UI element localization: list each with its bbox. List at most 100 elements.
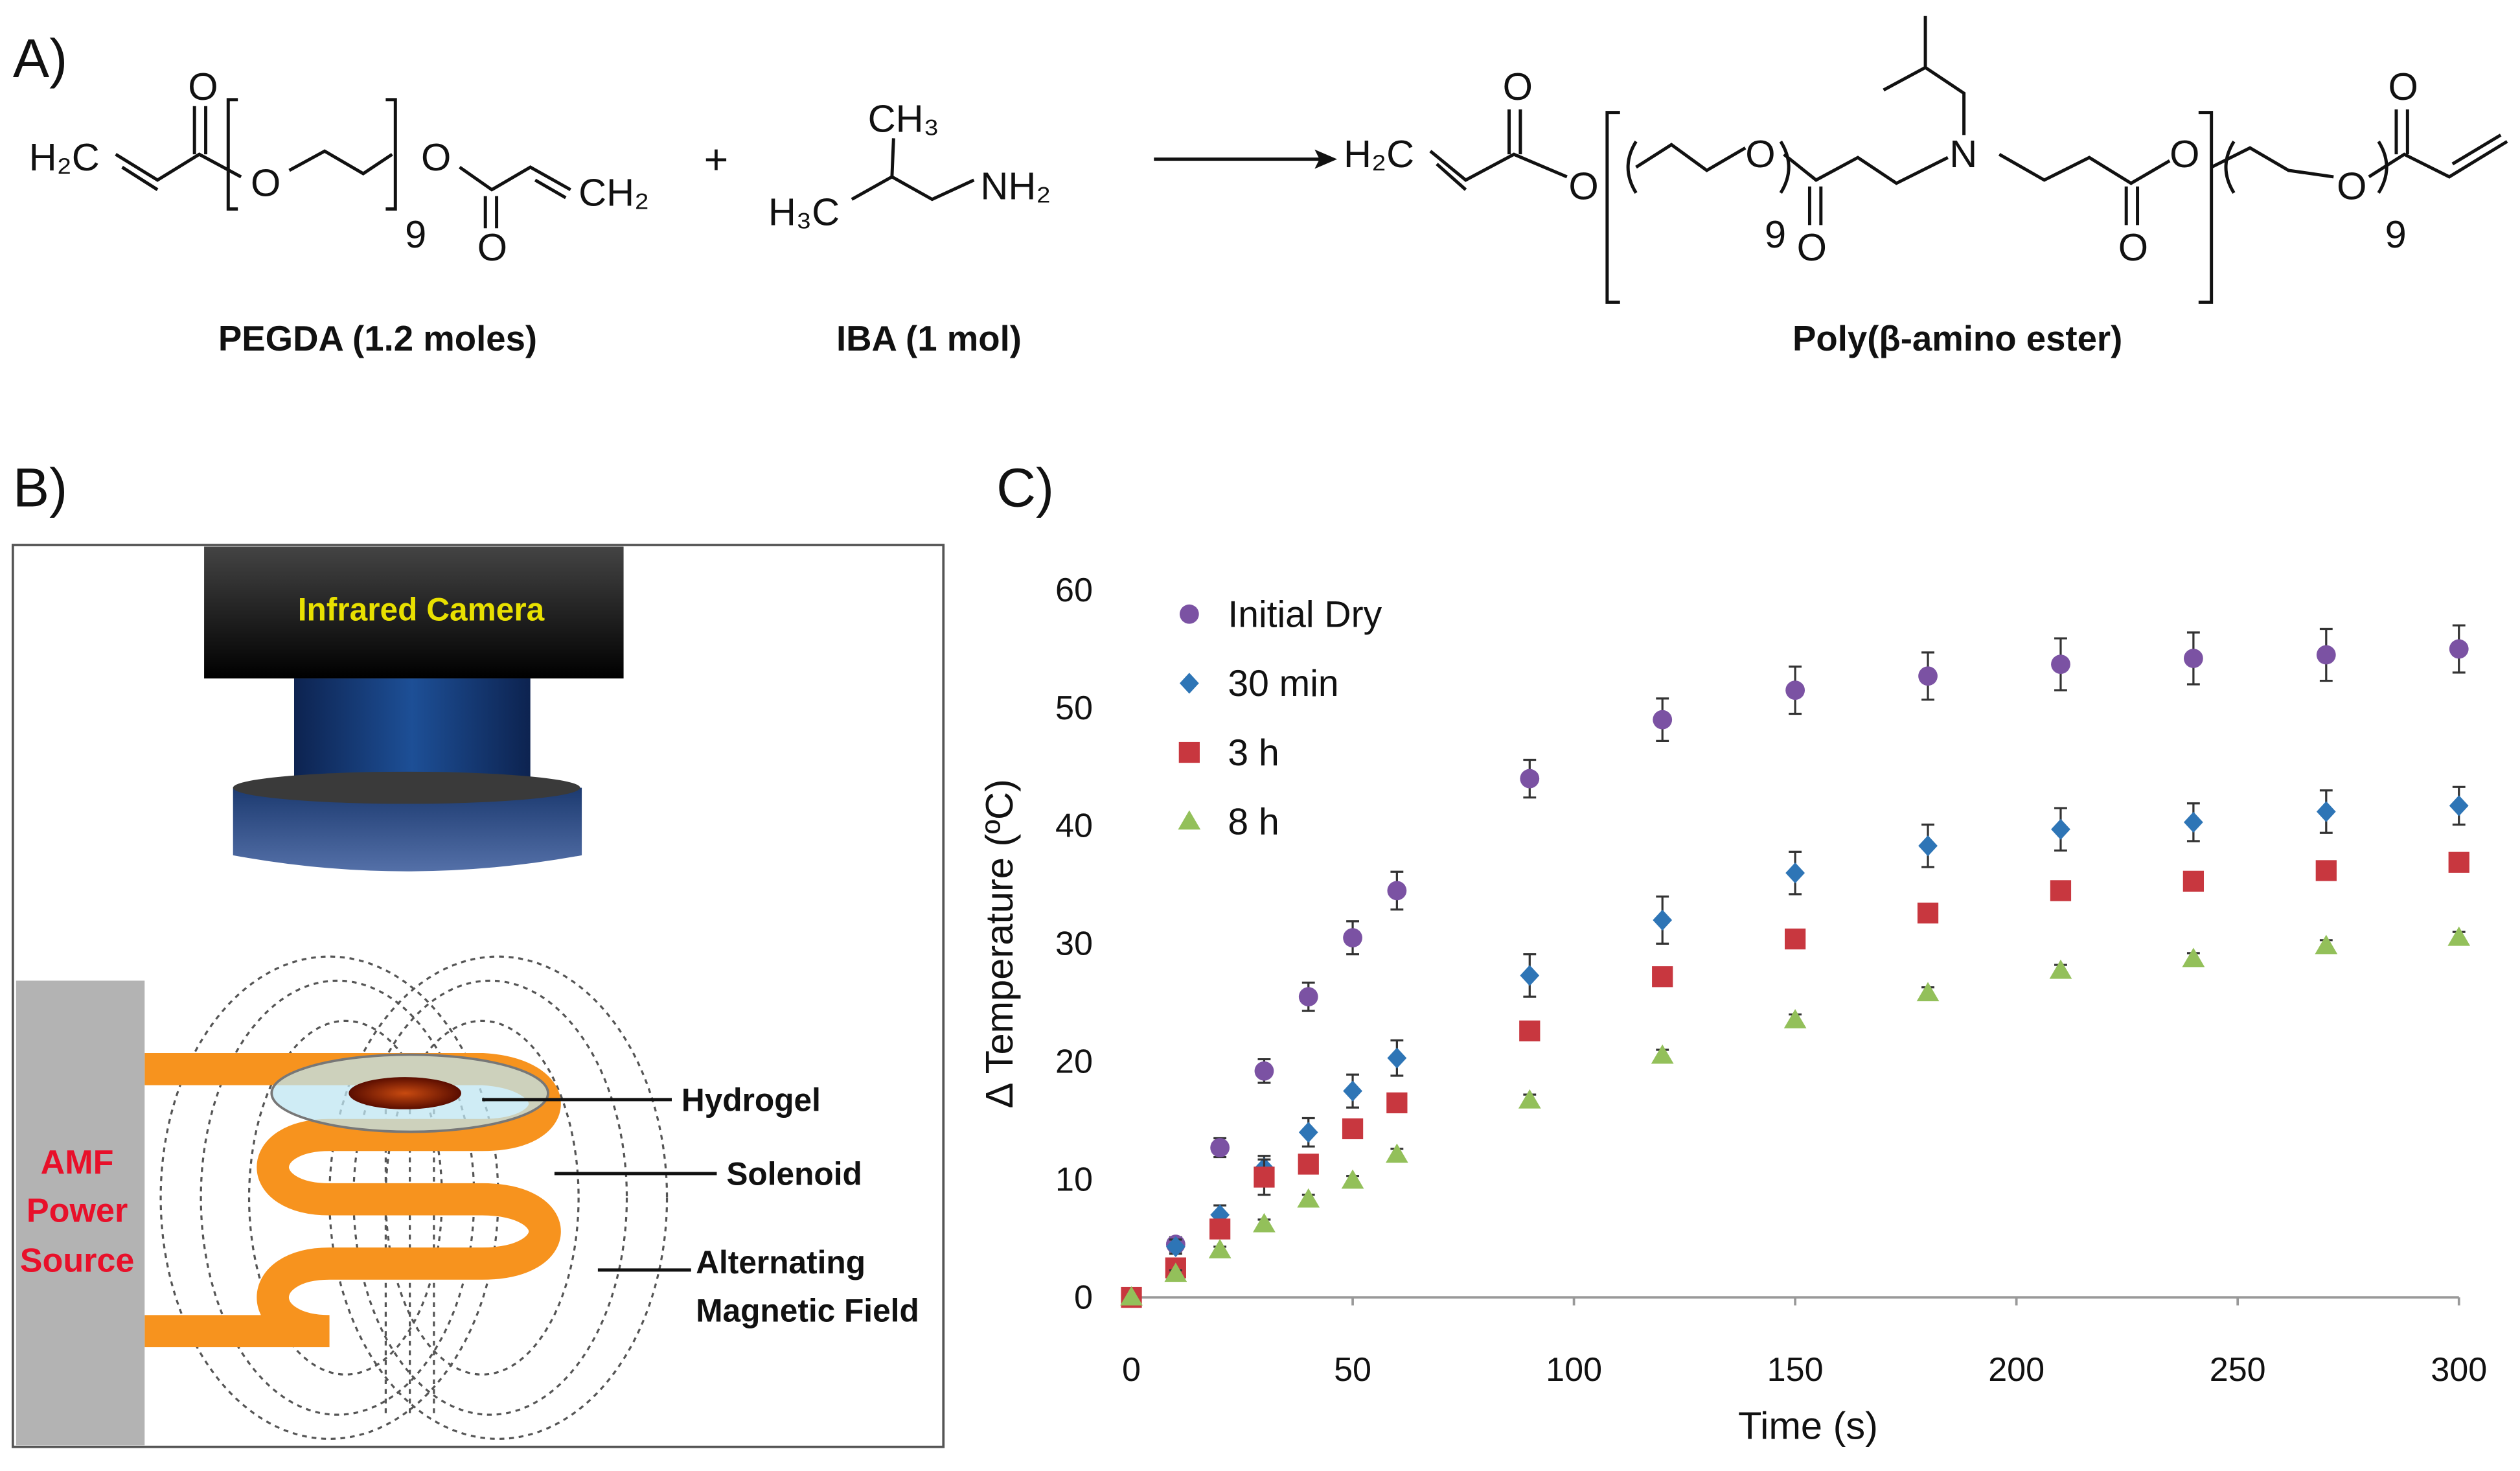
point	[2315, 860, 2337, 881]
point	[2182, 870, 2205, 892]
solenoid-label: Solenoid	[726, 1155, 862, 1192]
point	[1179, 673, 1199, 694]
point	[1298, 1153, 1319, 1175]
atom: CH₂	[578, 171, 649, 214]
legend-label: 8 h	[1228, 802, 1279, 843]
y-tick-label: 50	[1055, 689, 1093, 727]
point	[1785, 862, 1805, 884]
y-tick-label: 20	[1055, 1043, 1093, 1081]
point	[1343, 928, 1362, 948]
point	[1653, 710, 1673, 730]
point	[1210, 1138, 1230, 1157]
point	[1209, 1218, 1231, 1240]
plus: +	[704, 136, 729, 183]
point	[1387, 881, 1407, 901]
x-tick-label: 200	[1988, 1351, 2045, 1389]
point	[2448, 851, 2469, 873]
solenoid	[144, 1052, 561, 1347]
point	[1783, 1009, 1807, 1028]
hydrogel	[349, 1077, 462, 1109]
bonds	[115, 16, 2508, 304]
point	[2449, 795, 2469, 817]
point	[1785, 680, 1805, 701]
point	[1651, 1044, 1674, 1064]
legend-label: 30 min	[1228, 663, 1338, 704]
field-label: Magnetic Field	[696, 1292, 919, 1328]
point	[2449, 639, 2469, 659]
atom: O	[1797, 226, 1827, 269]
point	[2049, 959, 2072, 979]
point	[1178, 810, 1201, 830]
point	[1342, 1118, 1364, 1140]
atom: N	[1949, 132, 1977, 176]
point	[2315, 934, 2338, 955]
point	[1519, 1020, 1541, 1042]
point	[2051, 654, 2070, 674]
atom: O	[421, 135, 451, 179]
point	[1386, 1092, 1408, 1114]
atom: O	[1568, 165, 1598, 208]
y-tick-label: 0	[1074, 1279, 1093, 1316]
point	[1917, 902, 1939, 924]
panel-label: A)	[13, 28, 67, 89]
point	[1298, 987, 1318, 1007]
y-axis-label: Δ Temperature (ºC)	[978, 779, 1021, 1108]
y-tick-label: 40	[1055, 807, 1093, 845]
compound-label: IBA (1 mol)	[836, 319, 1022, 358]
atoms: H₂C O O 9 O O CH₂ CH₃ H₃C NH₂ H₂C O O O …	[29, 65, 2418, 269]
point	[1178, 741, 1200, 763]
chart: Time (s) Δ Temperature (ºC) 0 50 100 150 200…	[978, 572, 2487, 1448]
point	[1208, 1238, 1231, 1258]
point	[1518, 1089, 1541, 1109]
point	[2316, 801, 2336, 822]
atom: 9	[2385, 213, 2407, 256]
point	[1254, 1061, 1274, 1081]
atom: H₂C	[1344, 132, 1414, 176]
atom: O	[188, 65, 218, 108]
point	[1918, 666, 1938, 686]
point	[1179, 604, 1199, 624]
x-tick-label: 0	[1122, 1351, 1141, 1389]
point	[1164, 1262, 1187, 1282]
point	[1298, 1122, 1318, 1143]
point	[1387, 1047, 1407, 1069]
point	[2316, 645, 2336, 665]
x-tick-label: 250	[2210, 1351, 2266, 1389]
atom: O	[2337, 165, 2366, 208]
setup-diagram: Infrared Camera AMF Power Source Hydroge…	[11, 544, 945, 1448]
point	[1165, 1236, 1186, 1257]
atom: O	[2388, 65, 2418, 108]
point	[1653, 909, 1673, 931]
point	[1343, 1080, 1362, 1102]
atom: 9	[405, 213, 426, 256]
point	[2050, 880, 2072, 901]
point	[2182, 947, 2205, 967]
atom: O	[251, 161, 281, 205]
point	[1918, 835, 1938, 857]
lens-base	[233, 787, 582, 872]
atom: O	[2170, 132, 2199, 176]
source-label: Power	[27, 1192, 128, 1229]
point	[2447, 926, 2471, 946]
y-tick-label: 60	[1055, 572, 1093, 609]
point	[1520, 965, 1540, 986]
atom: H₂C	[29, 135, 100, 179]
atom: O	[2118, 226, 2148, 269]
point	[1785, 928, 1806, 950]
atom: O	[1503, 65, 1533, 108]
source-label: AMF	[41, 1144, 114, 1181]
x-tick-label: 300	[2431, 1351, 2487, 1389]
point	[1297, 1188, 1320, 1208]
point	[1916, 982, 1940, 1002]
point	[1341, 1169, 1364, 1189]
point	[1254, 1166, 1275, 1188]
x-tick-label: 100	[1546, 1351, 1602, 1389]
atom: H₃C	[768, 190, 840, 233]
point	[1120, 1286, 1143, 1306]
y-tick-label: 10	[1055, 1161, 1093, 1199]
lens-base-top	[233, 771, 580, 804]
field-label: Alternating	[696, 1244, 865, 1280]
x-tick-label: 50	[1334, 1351, 1371, 1389]
